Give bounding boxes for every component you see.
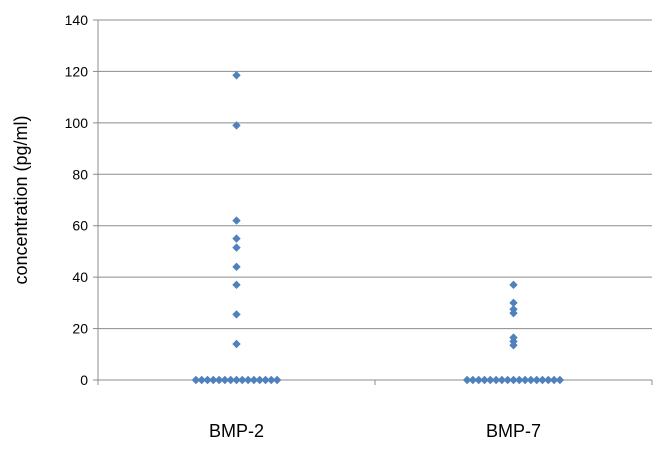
data-point bbox=[232, 71, 241, 80]
data-point bbox=[226, 375, 235, 385]
data-point bbox=[232, 310, 241, 319]
data-point bbox=[232, 375, 241, 385]
data-point bbox=[544, 375, 553, 385]
data-point bbox=[462, 375, 472, 385]
data-point bbox=[209, 375, 218, 385]
data-point bbox=[509, 308, 518, 318]
data-point bbox=[509, 341, 518, 350]
x-tick-label: BMP-7 bbox=[486, 421, 541, 441]
x-tick-labels: BMP-2 BMP-7 bbox=[209, 421, 541, 441]
data-point bbox=[249, 375, 259, 385]
data-point bbox=[474, 375, 483, 385]
data-point bbox=[220, 375, 230, 385]
data-point bbox=[232, 262, 241, 272]
data-point bbox=[232, 121, 241, 130]
data-point bbox=[532, 375, 541, 385]
data-point bbox=[267, 375, 276, 385]
data-point bbox=[255, 375, 264, 385]
data-point bbox=[232, 280, 241, 290]
data-point bbox=[197, 375, 206, 385]
data-point bbox=[232, 234, 241, 243]
data-point bbox=[191, 375, 201, 385]
y-tick-label: 140 bbox=[65, 12, 89, 28]
data-point bbox=[503, 375, 512, 385]
data-point bbox=[232, 339, 241, 349]
y-tick-label: 80 bbox=[72, 166, 88, 182]
data-point bbox=[203, 375, 212, 385]
data-point bbox=[491, 375, 501, 385]
y-tick-label: 100 bbox=[65, 115, 89, 131]
data-point bbox=[238, 375, 247, 385]
data-point bbox=[538, 375, 547, 385]
data-points bbox=[191, 71, 565, 385]
data-point bbox=[526, 375, 536, 385]
gridlines bbox=[98, 19, 652, 330]
data-point bbox=[509, 298, 518, 308]
y-tick-label: 40 bbox=[72, 269, 88, 285]
data-point bbox=[261, 375, 270, 385]
data-point bbox=[243, 375, 253, 385]
y-tick-label: 0 bbox=[80, 372, 88, 388]
data-point bbox=[232, 216, 241, 225]
data-point bbox=[486, 375, 495, 385]
data-point bbox=[272, 375, 282, 385]
y-axis-label: concentration (pg/ml) bbox=[11, 115, 31, 284]
data-point bbox=[520, 375, 530, 385]
y-tick-labels: 0 20 40 60 80 100 120 140 bbox=[65, 12, 89, 388]
data-point bbox=[497, 375, 507, 385]
data-point bbox=[509, 280, 518, 290]
axes bbox=[93, 19, 653, 385]
data-point bbox=[555, 375, 565, 385]
data-point bbox=[480, 375, 489, 385]
y-tick-label: 60 bbox=[72, 218, 88, 234]
y-tick-label: 20 bbox=[72, 321, 88, 337]
data-point bbox=[214, 375, 224, 385]
data-point bbox=[549, 375, 559, 385]
y-tick-label: 120 bbox=[65, 63, 89, 79]
data-point bbox=[509, 375, 518, 385]
data-point bbox=[232, 243, 241, 252]
data-point bbox=[515, 375, 524, 385]
data-point bbox=[468, 375, 478, 385]
x-tick-label: BMP-2 bbox=[209, 421, 264, 441]
